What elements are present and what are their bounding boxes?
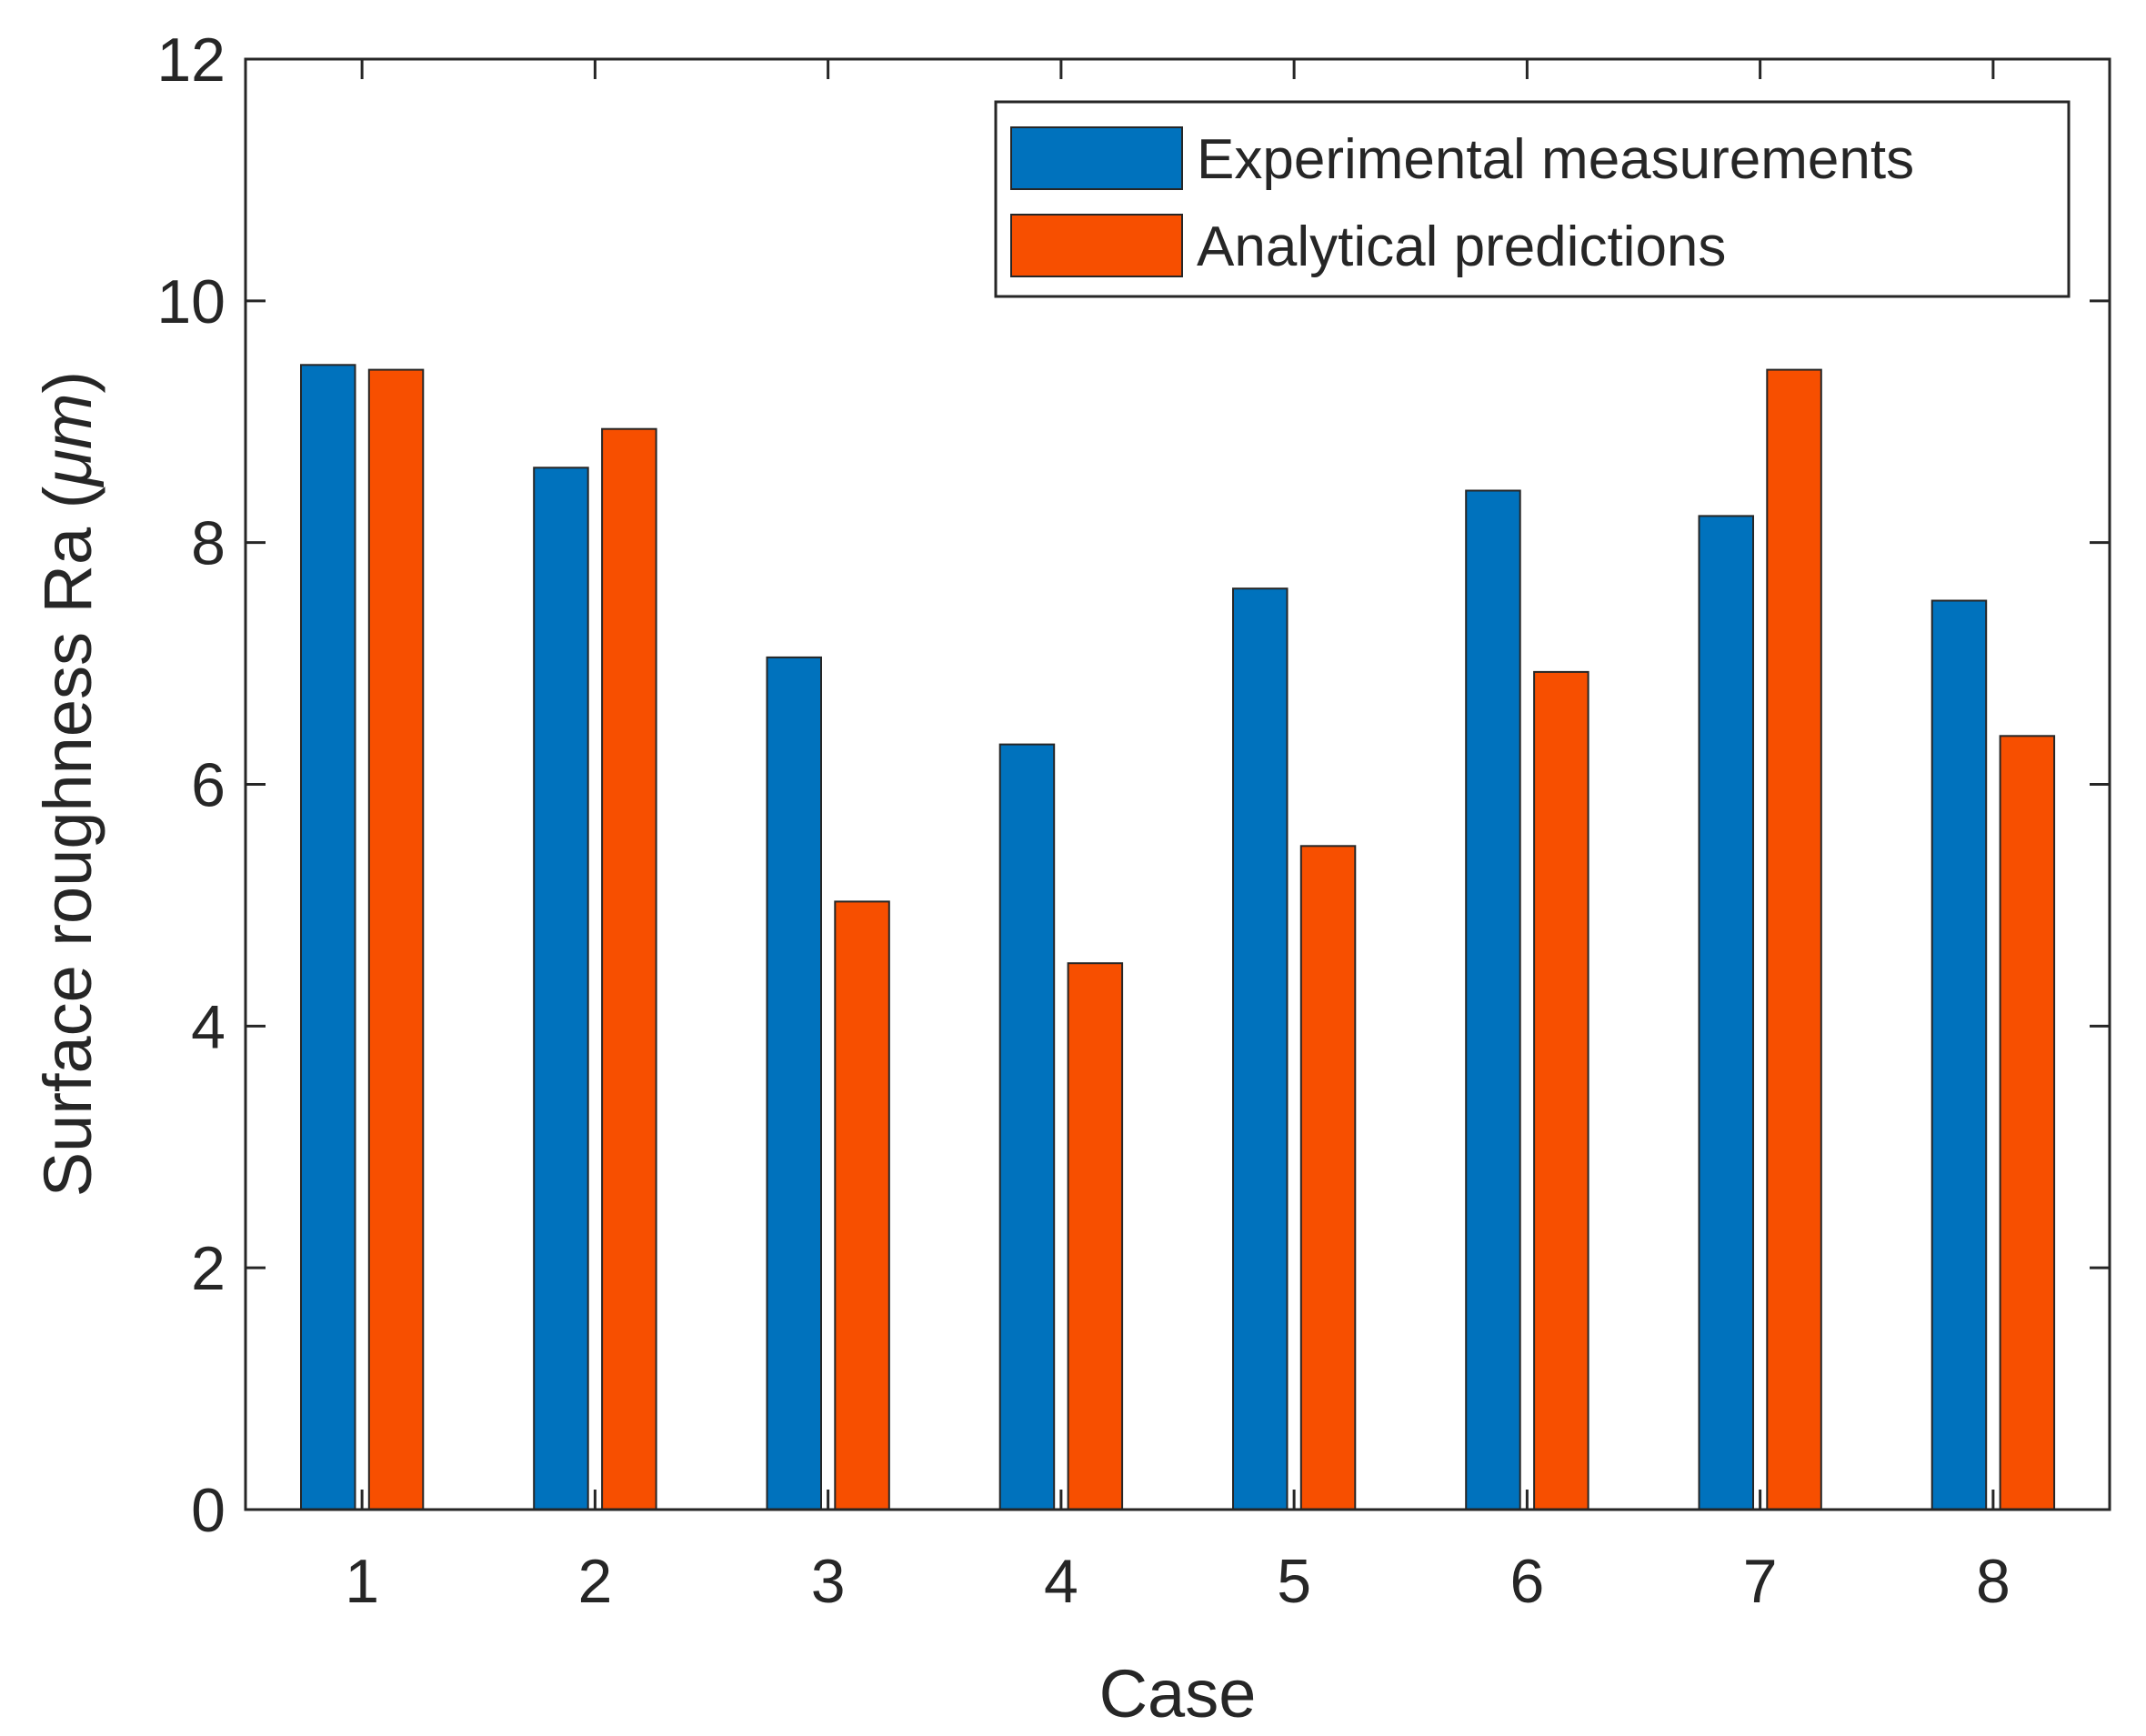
bar-experimental-case-3 — [766, 656, 822, 1510]
bar-analytical-case-1 — [367, 368, 425, 1511]
y-tick-label-2: 2 — [191, 1234, 226, 1303]
legend: Experimental measurements Analytical pre… — [994, 100, 2071, 298]
bar-analytical-case-5 — [1299, 845, 1357, 1510]
x-tick-label-5: 5 — [1277, 1547, 1311, 1616]
y-axis-title-unit: μm — [30, 393, 105, 487]
legend-label-experimental: Experimental measurements — [1197, 128, 1914, 191]
y-tick-label-4: 4 — [191, 992, 226, 1061]
y-tick-label-8: 8 — [191, 509, 226, 578]
bars-layer — [300, 364, 2056, 1511]
bar-experimental-case-4 — [998, 743, 1056, 1510]
bar-analytical-case-8 — [1999, 735, 2056, 1510]
legend-swatch-experimental — [1010, 126, 1183, 190]
legend-label-analytical: Analytical predictions — [1197, 216, 1726, 278]
x-tick-label-8: 8 — [1976, 1547, 2011, 1616]
x-axis-title: Case — [1099, 1656, 1257, 1731]
bar-experimental-case-8 — [1930, 599, 1988, 1510]
y-axis-title: Surface roughness Ra (μm) — [30, 371, 105, 1197]
bar-experimental-case-5 — [1232, 587, 1289, 1510]
x-tick-label-6: 6 — [1509, 1547, 1544, 1616]
y-tick-label-0: 0 — [191, 1476, 226, 1545]
bar-experimental-case-1 — [300, 364, 356, 1510]
bar-analytical-case-6 — [1533, 670, 1589, 1510]
x-tick-label-1: 1 — [345, 1547, 379, 1616]
bar-experimental-case-6 — [1465, 489, 1521, 1510]
x-tick-label-2: 2 — [577, 1547, 612, 1616]
x-tick-label-7: 7 — [1743, 1547, 1778, 1616]
legend-swatch-analytical — [1010, 214, 1183, 277]
y-tick-labels: 0 2 4 6 8 10 12 — [156, 25, 226, 1545]
y-tick-label-6: 6 — [191, 751, 226, 820]
axes-box — [244, 57, 2111, 1511]
x-tick-label-4: 4 — [1044, 1547, 1078, 1616]
x-tick-labels: 1 2 3 4 5 6 7 8 — [345, 1547, 2011, 1616]
y-axis-title-main: Surface roughness Ra ( — [30, 486, 105, 1197]
y-tick-label-12: 12 — [156, 25, 226, 95]
bar-analytical-case-4 — [1067, 962, 1124, 1510]
bar-experimental-case-7 — [1698, 515, 1754, 1510]
y-tick-label-10: 10 — [156, 267, 226, 336]
bar-analytical-case-7 — [1766, 368, 1822, 1511]
plot-area — [244, 57, 2111, 1511]
bar-analytical-case-3 — [834, 900, 890, 1510]
x-tick-label-3: 3 — [811, 1547, 846, 1616]
bar-analytical-case-2 — [601, 427, 657, 1511]
bar-experimental-case-2 — [533, 467, 589, 1510]
y-axis-title-close: ) — [30, 371, 105, 394]
